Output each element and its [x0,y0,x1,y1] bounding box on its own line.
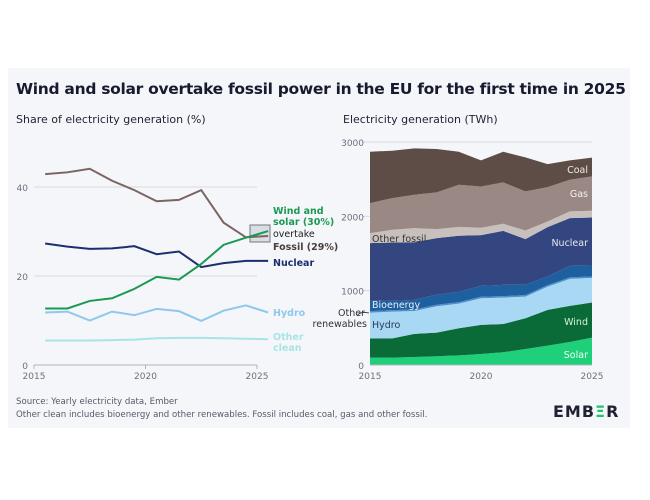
y-tick-label: 1000 [341,288,364,298]
y-tick-label: 0 [358,362,364,372]
x-tick-label: 2025 [581,372,604,382]
line-fossil- [45,167,269,239]
x-tick-label: 2025 [246,372,269,382]
area-bioenergy [370,265,592,312]
pointer-other-renewables [356,312,370,317]
left-chart-title: Share of electricity generation (%) [16,113,206,126]
label-other-clean: Other [273,332,304,343]
x-tick-label: 2015 [359,372,382,382]
label-hydro: Hydro [273,308,306,319]
area-solar [370,337,592,365]
line-other-clean [45,336,269,342]
area-label: Coal [567,165,588,176]
y-tick-label: 20 [17,273,29,283]
area-label: Solar [564,350,588,361]
area-label: Nuclear [551,238,588,249]
line-hydro [45,304,269,323]
area-label: Bioenergy [372,300,420,311]
area-label: Hydro [372,320,400,331]
x-tick-label: 2015 [23,372,46,382]
area-label: Other [338,308,365,319]
chart-title: Wind and solar overtake fossil power in … [16,80,626,98]
label-fossil: Fossil (29%) [273,242,338,253]
area-gas [370,176,592,234]
line-nuclear [45,242,269,269]
area-other-fossil [370,210,592,244]
area-coal [370,148,592,204]
y-tick-label: 3000 [341,139,364,149]
right-chart-title: Electricity generation (TWh) [343,113,498,126]
label-other-clean: clean [273,343,302,354]
annotation-overtake: overtake [273,229,315,240]
area-label: renewables [313,319,368,330]
area-hydro [370,277,592,339]
label-nuclear: Nuclear [273,258,314,269]
x-tick-label: 2020 [470,372,493,382]
area-label: Other fossil [372,234,426,245]
y-tick-label: 40 [17,184,29,194]
ember-logo: EMBΞR [553,402,620,421]
y-tick-label: 0 [22,362,28,372]
area-nuclear [370,217,592,301]
source-note: Source: Yearly electricity data, Ember [16,397,178,407]
footnote: Other clean includes bioenergy and other… [16,410,428,420]
area-wind [370,302,592,358]
y-tick-label: 2000 [341,213,364,223]
x-tick-label: 2020 [134,372,157,382]
area-label: Wind [564,317,588,328]
line-wind-and-solar- [45,230,269,310]
area-label: Gas [570,189,588,200]
label-wind-solar: solar (30%) [273,217,334,228]
label-wind-solar: Wind and [273,206,324,217]
